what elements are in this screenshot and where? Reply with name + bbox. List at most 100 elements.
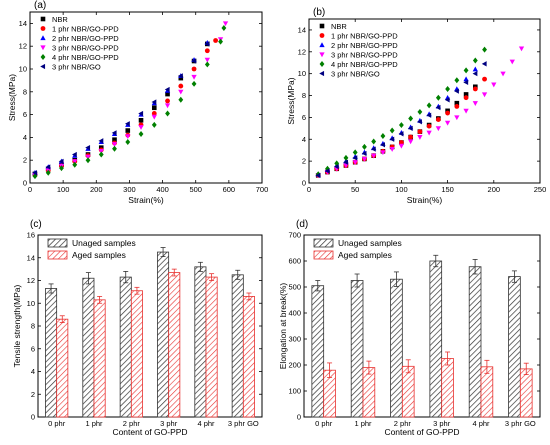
panel-b-stress-strain-chart: 0 50 100 150 200 250 0 2 4 6 8 10 12 14 Strain(%) Stres… xyxy=(286,7,546,205)
chart-0-data-point xyxy=(112,137,117,142)
chart-0-x-tick-label: 100 xyxy=(57,185,70,194)
chart-1-x-tick-label: 200 xyxy=(488,185,501,194)
chart-3-bar xyxy=(390,278,403,418)
chart-0-legend-label: 3 phr NBR/GO xyxy=(52,62,101,71)
chart-2-bar xyxy=(45,288,58,418)
chart-0-x-axis-title: Strain(%) xyxy=(128,195,164,205)
chart-1-x-tick-label: 150 xyxy=(441,185,454,194)
chart-0-data-point xyxy=(98,151,104,158)
chart-0-data-point xyxy=(85,154,91,160)
chart-2-category-label: 1 phr xyxy=(85,419,103,428)
chart-1-data-point xyxy=(398,143,405,149)
chart-1-data-point xyxy=(333,163,339,170)
chart-2-category-label: 0 phr xyxy=(48,419,66,428)
chart-1-data-point xyxy=(463,67,469,74)
chart-3-y-tick-label: 700 xyxy=(288,231,301,240)
chart-2-legend-swatch xyxy=(47,238,68,248)
chart-0-legend-label: 2 phr NBR/GO-PPD xyxy=(52,34,119,43)
chart-0-data-point xyxy=(151,99,157,105)
chart-0-data-point xyxy=(164,103,171,109)
chart-1-data-point xyxy=(407,139,414,145)
chart-1-legend-marker xyxy=(319,42,325,48)
chart-0-data-point xyxy=(151,121,157,128)
chart-1-data-point xyxy=(343,154,349,161)
chart-0-legend-marker xyxy=(40,63,46,70)
chart-2-category-label: 2 phr xyxy=(123,419,141,428)
chart-1-data-point xyxy=(463,79,469,86)
chart-0-data-point xyxy=(72,161,78,168)
chart-0-data-point xyxy=(138,118,144,123)
chart-0-data-point xyxy=(71,151,77,158)
chart-1-data-point xyxy=(408,115,414,122)
chart-1-data-point xyxy=(343,163,349,169)
chart-0-data-point xyxy=(178,75,184,81)
chart-0-data-point xyxy=(151,111,157,116)
chart-3-panel-label: (d) xyxy=(296,219,308,230)
chart-1-data-point xyxy=(380,142,385,148)
chart-3-bar xyxy=(362,367,376,418)
chart-1-x-tick-label: 250 xyxy=(534,185,547,194)
chart-1-data-point xyxy=(444,120,451,126)
chart-0-legend-marker xyxy=(40,45,46,51)
chart-0-data-point xyxy=(151,114,157,120)
chart-0-data-point xyxy=(85,145,91,151)
chart-1-data-point xyxy=(325,165,330,172)
chart-1-legend-marker xyxy=(319,61,325,67)
chart-3-bar xyxy=(468,266,482,418)
chart-1-y-tick-label: 12 xyxy=(298,47,306,56)
chart-0-data-point xyxy=(72,159,78,165)
chart-1-data-point xyxy=(509,59,515,65)
chart-2-y-tick-label: 10 xyxy=(27,299,35,308)
panel-a-stress-strain-chart: 0 100 200 300 400 500 600 700 0 2 4 6 8 10 12 14 Strain(… xyxy=(7,0,268,205)
chart-0-x-tick-label: 300 xyxy=(123,185,136,194)
chart-1-data-point xyxy=(518,46,525,52)
chart-1-data-point xyxy=(371,153,377,159)
chart-3-bar xyxy=(519,368,533,418)
chart-3-x-axis-title: Content of GO-PPD xyxy=(384,427,459,437)
chart-3-y-axis-title: Elongation at break(%) xyxy=(278,283,288,370)
chart-1-data-point xyxy=(361,150,367,157)
chart-1-y-tick-label: 8 xyxy=(302,91,306,100)
chart-1-data-point xyxy=(472,57,478,64)
chart-0-legend-marker xyxy=(40,26,46,31)
chart-0-data-point xyxy=(138,130,144,137)
chart-0-y-tick-label: 10 xyxy=(19,65,27,74)
chart-1-data-point xyxy=(352,160,358,165)
chart-3-y-tick-label: 200 xyxy=(288,361,301,370)
chart-0-legend-label: 4 phr NBR/GO-PPD xyxy=(52,53,119,62)
chart-0-y-tick-label: 6 xyxy=(23,110,27,119)
chart-1-data-point xyxy=(435,117,441,123)
chart-2-y-tick-label: 0 xyxy=(31,413,35,422)
chart-1-data-point xyxy=(398,122,404,129)
chart-1-legend-label: NBR xyxy=(331,22,347,31)
chart-0-data-point xyxy=(58,158,64,164)
chart-2-category-label: 3 phr xyxy=(160,419,178,428)
chart-3-category-label: 0 phr xyxy=(315,419,333,428)
chart-2-category-label: 4 phr xyxy=(197,419,215,428)
chart-1-data-point xyxy=(426,123,432,129)
chart-3-legend-swatch xyxy=(313,250,334,260)
chart-0-data-point xyxy=(112,145,117,152)
chart-0-data-point xyxy=(59,165,64,172)
chart-1-x-tick-label: 100 xyxy=(395,185,408,194)
chart-1-data-point xyxy=(435,104,441,111)
chart-0-data-point xyxy=(125,128,131,133)
chart-1-data-point xyxy=(408,134,414,140)
chart-3-plot-frame xyxy=(303,234,541,418)
chart-1-data-point xyxy=(482,46,487,53)
chart-0-data-point xyxy=(178,83,184,89)
chart-3-y-tick-label: 400 xyxy=(288,309,301,318)
chart-1-data-point xyxy=(417,119,422,125)
chart-3-bar xyxy=(401,365,415,418)
chart-1-data-point xyxy=(371,138,377,145)
chart-0-data-point xyxy=(32,170,38,176)
chart-2-y-tick-label: 16 xyxy=(27,231,35,240)
chart-0-data-point xyxy=(204,61,210,68)
chart-1-data-point xyxy=(454,115,460,121)
chart-2-y-tick-label: 8 xyxy=(31,322,35,331)
chart-1-data-point xyxy=(417,135,423,140)
chart-3-category-label: 3 phr GO xyxy=(505,419,536,428)
chart-1-y-tick-label: 6 xyxy=(302,113,306,122)
chart-1-legend-label: 3 phr NBR/GO xyxy=(331,69,380,78)
chart-0-y-tick-label: 4 xyxy=(23,133,27,142)
